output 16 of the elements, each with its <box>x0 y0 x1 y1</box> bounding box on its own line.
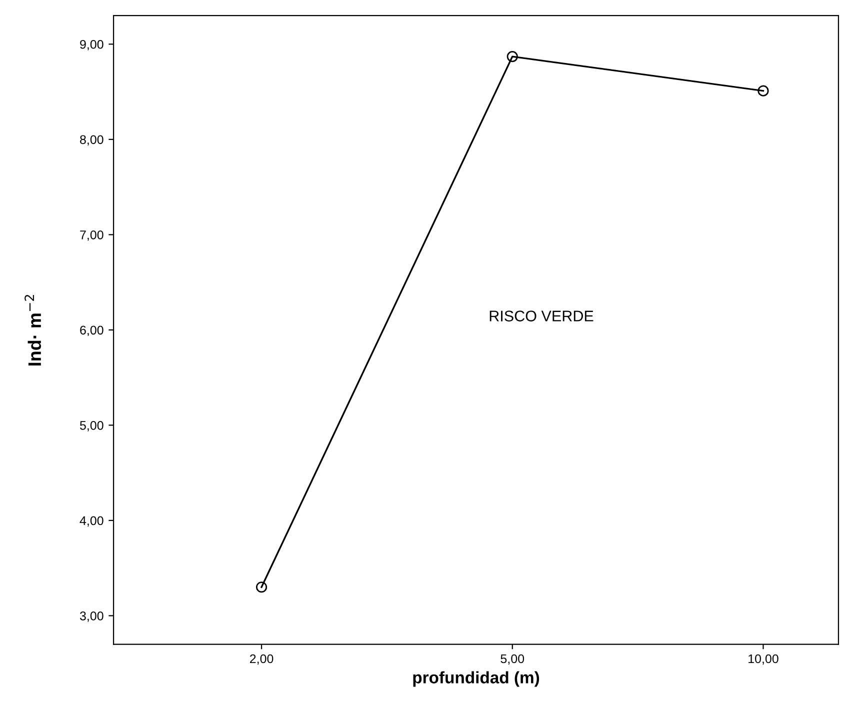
y-tick-label: 9,00 <box>80 40 104 50</box>
y-tick-label: 4,00 <box>80 516 104 527</box>
y-tick-label: 3,00 <box>80 612 104 622</box>
y-tick-label: 7,00 <box>80 230 104 241</box>
y-tick-label: 5,00 <box>80 420 104 432</box>
x-axis-title: profundidad (m) <box>413 671 540 687</box>
y-tick-label: 8,00 <box>80 135 104 146</box>
x-tick-label: 5,00 <box>500 654 524 665</box>
point <box>758 85 769 96</box>
point <box>256 582 268 593</box>
point <box>506 50 518 62</box>
y-axis-title: Ind· m$^{−2}$ <box>24 294 42 366</box>
x-tick-label: 10,00 <box>748 654 778 665</box>
y-tick-label: 6,00 <box>80 326 104 336</box>
x-tick-label: 2,00 <box>250 654 274 665</box>
annotation: RISCO VERDE <box>490 310 594 322</box>
